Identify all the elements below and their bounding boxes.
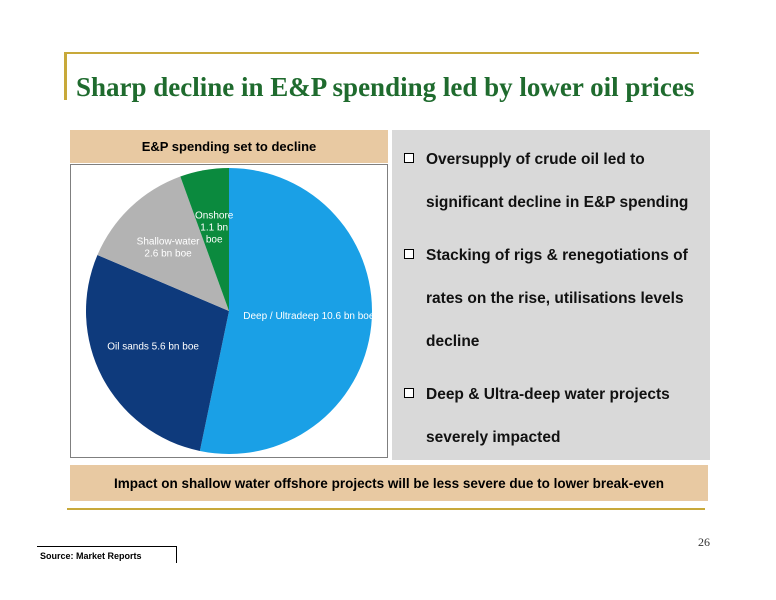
pie-slice-label: 1.1 bn [200,222,228,233]
page-number: 26 [698,535,710,549]
pie-chart: Deep / Ultradeep 10.6 bn boe Oil sands 5.… [86,168,375,454]
checkbox-bullet-icon [404,153,414,163]
pie-slice-label: 2.6 bn boe [144,249,192,260]
pie-slice-label: Shallow-water [137,237,200,248]
source-note: Source: Market Reports [37,546,177,563]
pie-slice [97,176,229,311]
slide-title: Sharp decline in E&P spending led by low… [76,72,695,102]
bullet-item-3: Deep & Ultra-deep water projects severel… [404,373,704,459]
pie-slice [180,168,229,311]
bullet-item-2: Stacking of rigs & renegotiations of rat… [404,234,704,363]
pie-slice-label: Onshore [195,210,234,221]
top-rule [67,52,699,54]
checkbox-bullet-icon [404,388,414,398]
bottom-rule [67,508,705,510]
pie-slice [86,254,229,451]
title-accent-bar [64,52,67,100]
bullet-text: Deep & Ultra-deep water projects severel… [426,386,670,446]
pie-slice-label: Oil sands 5.6 bn boe [107,341,199,352]
chart-header: E&P spending set to decline [70,130,388,163]
pie-slice-label: boe [206,234,223,245]
bullet-text: Oversupply of crude oil led to significa… [426,151,689,211]
bottom-banner: Impact on shallow water offshore project… [70,465,708,501]
checkbox-bullet-icon [404,249,414,259]
bullet-item-1: Oversupply of crude oil led to significa… [404,138,704,224]
pie-slice-label: Deep / Ultradeep 10.6 bn boe [243,311,375,322]
bullet-panel: Oversupply of crude oil led to significa… [392,130,710,460]
pie-chart-panel: Deep / Ultradeep 10.6 bn boe Oil sands 5.… [70,164,388,458]
bullet-text: Stacking of rigs & renegotiations of rat… [426,247,688,350]
pie-slice [199,168,373,454]
